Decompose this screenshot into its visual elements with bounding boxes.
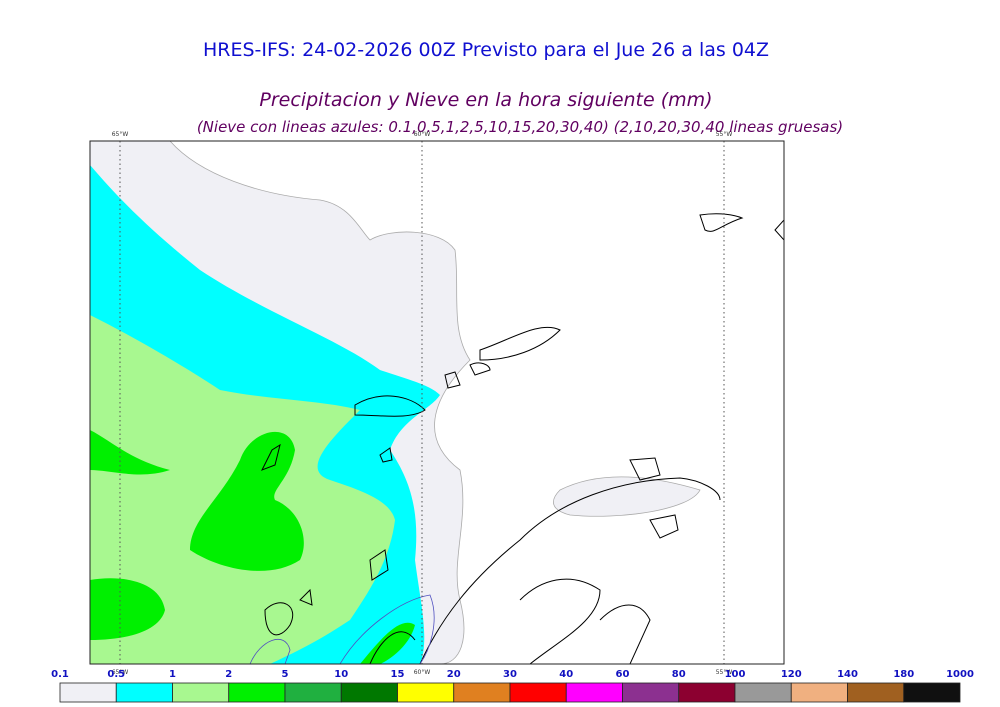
colorbar-swatch [734,682,792,703]
colorbar-label: 180 [893,669,914,680]
colorbar-swatch [790,682,848,703]
subtitle: Precipitacion y Nieve en la hora siguien… [259,89,712,111]
colorbar-label: 15 [391,669,405,680]
longitude-label: 60°W [414,131,431,138]
longitude-label: 65°W [112,131,129,138]
colorbar-label: 0.1 [51,669,69,680]
map-frame [89,140,785,665]
colorbar-label: 80 [672,669,686,680]
colorbar-label: 60 [616,669,630,680]
colorbar-swatch [678,682,736,703]
colorbar-label: 1000 [946,669,974,680]
longitude-label: 55°W [716,669,733,676]
colorbar-label: 0.5 [107,669,125,680]
colorbar-label: 40 [559,669,573,680]
colorbar-label: 10 [334,669,348,680]
colorbar-swatch [340,682,398,703]
colorbar-label: 20 [447,669,461,680]
longitude-label: 60°W [414,669,431,676]
colorbar-swatch [622,682,680,703]
colorbar-label: 1 [169,669,176,680]
colorbar-label: 140 [837,669,858,680]
colorbar-swatch [59,682,117,703]
colorbar-swatch [453,682,511,703]
colorbar-swatch [115,682,173,703]
colorbar-swatch [397,682,455,703]
colorbar-label: 2 [225,669,232,680]
map [90,141,784,664]
note: (Nieve con lineas azules: 0.1,0.5,1,2,5,… [197,118,843,136]
colorbar-label: 30 [503,669,517,680]
colorbar-swatch [172,682,230,703]
title: HRES-IFS: 24-02-2026 00Z Previsto para e… [203,39,769,61]
colorbar-swatch [509,682,567,703]
colorbar-swatch [903,682,961,703]
colorbar-swatch [847,682,905,703]
longitude-label: 55°W [716,131,733,138]
longitude-label: 65°W [112,669,129,676]
colorbar-label: 5 [282,669,289,680]
colorbar-label: 100 [725,669,746,680]
colorbar-label: 120 [781,669,802,680]
colorbar-swatch [284,682,342,703]
colorbar-swatch [228,682,286,703]
colorbar-swatch [565,682,623,703]
